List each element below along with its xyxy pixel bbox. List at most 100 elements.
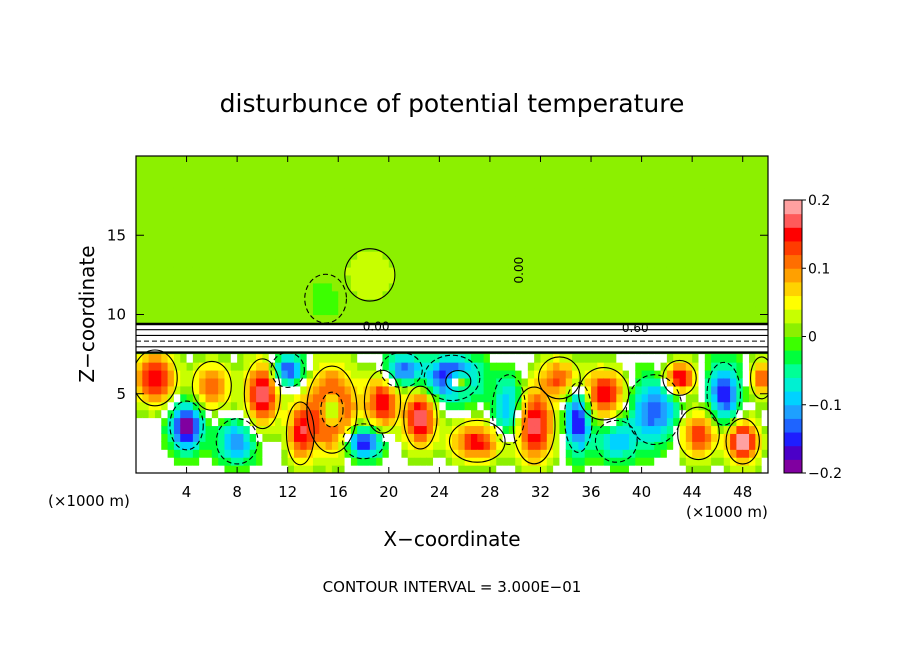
field-cell — [641, 441, 649, 450]
field-cell — [578, 441, 586, 450]
field-cell — [761, 441, 768, 450]
field-cell — [357, 433, 365, 442]
field-cell — [496, 259, 504, 268]
field-cell — [426, 354, 434, 363]
field-cell — [635, 282, 643, 292]
field-cell — [610, 211, 617, 220]
field-cell — [306, 274, 314, 284]
field-cell — [704, 274, 712, 284]
field-cell — [211, 298, 219, 308]
field-cell — [218, 259, 226, 268]
y-tick-label: 10 — [107, 306, 126, 324]
field-cell — [148, 203, 156, 213]
field-cell — [452, 314, 459, 324]
field-cell — [584, 203, 592, 213]
field-cell — [192, 417, 200, 427]
field-cell — [319, 274, 327, 284]
field-cell — [704, 425, 712, 434]
field-cell — [616, 274, 624, 284]
field-cell — [407, 156, 415, 165]
field-cell — [211, 203, 219, 213]
field-cell — [483, 282, 491, 292]
field-cell — [211, 179, 219, 189]
field-cell — [262, 251, 270, 260]
field-cell — [211, 369, 219, 379]
field-cell — [660, 354, 668, 363]
field-cell — [673, 163, 681, 173]
field-cell — [508, 369, 516, 379]
field-cell — [237, 163, 245, 173]
field-cell — [470, 425, 478, 434]
field-cell — [275, 266, 282, 276]
field-cell — [401, 354, 409, 363]
field-cell — [565, 306, 573, 316]
field-cell — [527, 433, 535, 442]
field-cell — [218, 449, 226, 458]
field-cell — [584, 282, 592, 292]
field-cell — [439, 290, 447, 300]
field-cell — [452, 362, 459, 371]
field-cell — [685, 203, 693, 213]
field-cell — [357, 171, 365, 181]
field-cell — [591, 377, 598, 387]
field-cell — [527, 377, 535, 387]
field-cell — [445, 457, 453, 466]
field-cell — [256, 211, 263, 220]
field-cell — [192, 282, 200, 292]
field-cell — [161, 425, 169, 434]
field-cell — [546, 274, 554, 284]
field-cell — [382, 441, 390, 450]
field-cell — [401, 290, 409, 300]
field-cell — [736, 195, 744, 205]
field-cell — [584, 417, 592, 427]
field-cell — [489, 417, 497, 427]
field-cell — [319, 187, 327, 197]
field-cell — [704, 417, 712, 427]
field-cell — [584, 211, 592, 220]
field-cell — [584, 314, 592, 324]
field-cell — [616, 235, 624, 244]
field-cell — [685, 290, 693, 300]
field-cell — [218, 409, 226, 419]
field-cell — [439, 377, 447, 387]
field-cell — [603, 457, 611, 466]
field-cell — [287, 227, 295, 236]
field-cell — [723, 417, 731, 427]
field-cell — [591, 354, 598, 363]
field-cell — [685, 441, 693, 450]
field-cell — [445, 385, 453, 395]
field-cell — [357, 457, 365, 466]
field-cell — [622, 266, 630, 276]
field-cell — [199, 195, 207, 205]
field-cell — [407, 235, 415, 244]
field-cell — [597, 441, 605, 450]
field-cell — [546, 393, 554, 403]
field-cell — [148, 425, 156, 434]
field-cell — [711, 251, 719, 260]
field-cell — [243, 243, 251, 252]
field-cell — [363, 187, 371, 197]
field-cell — [515, 441, 523, 450]
field-cell — [319, 354, 327, 363]
field-cell — [742, 235, 750, 244]
field-cell — [452, 274, 459, 284]
field-cell — [180, 227, 188, 236]
field-cell — [666, 266, 674, 276]
field-cell — [508, 235, 516, 244]
field-cell — [692, 203, 700, 213]
field-cell — [420, 274, 428, 284]
field-cell — [243, 290, 251, 300]
field-cell — [249, 259, 257, 268]
field-cell — [148, 274, 156, 284]
field-cell — [477, 433, 485, 442]
field-cell — [312, 195, 320, 205]
field-cell — [237, 393, 245, 403]
field-cell — [262, 385, 270, 395]
field-cell — [477, 195, 485, 205]
field-cell — [376, 409, 384, 419]
field-cell — [660, 282, 668, 292]
field-cell — [319, 259, 327, 268]
field-cell — [515, 282, 523, 292]
field-cell — [142, 235, 150, 244]
field-cell — [154, 449, 162, 458]
